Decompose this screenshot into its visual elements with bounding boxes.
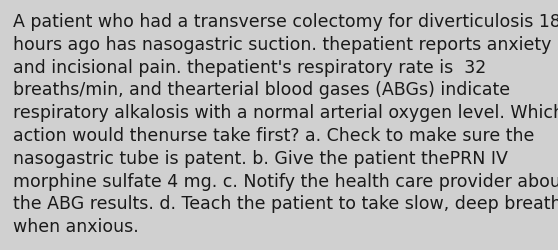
Text: hours ago has nasogastric suction. thepatient reports anxiety: hours ago has nasogastric suction. thepa… [13, 36, 551, 54]
Text: respiratory alkalosis with a normal arterial oxygen level. Which: respiratory alkalosis with a normal arte… [13, 104, 558, 122]
Text: when anxious.: when anxious. [13, 217, 139, 235]
Text: A patient who had a transverse colectomy for diverticulosis 18: A patient who had a transverse colectomy… [13, 13, 558, 31]
Text: action would thenurse take first? a. Check to make sure the: action would thenurse take first? a. Che… [13, 126, 535, 144]
Text: the ABG results. d. Teach the patient to take slow, deep breaths: the ABG results. d. Teach the patient to… [13, 194, 558, 212]
Text: nasogastric tube is patent. b. Give the patient thePRN IV: nasogastric tube is patent. b. Give the … [13, 149, 508, 167]
Text: morphine sulfate 4 mg. c. Notify the health care provider about: morphine sulfate 4 mg. c. Notify the hea… [13, 172, 558, 190]
Text: and incisional pain. thepatient's respiratory rate is  32: and incisional pain. thepatient's respir… [13, 58, 486, 76]
Text: breaths/min, and thearterial blood gases (ABGs) indicate: breaths/min, and thearterial blood gases… [13, 81, 510, 99]
